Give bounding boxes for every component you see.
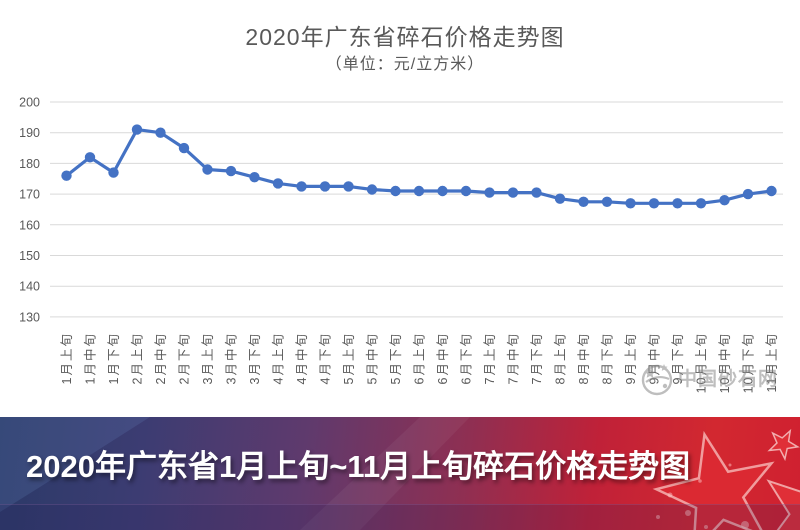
- banner-sparkle: [656, 515, 660, 519]
- x-axis-tick-label: 7月上旬: [483, 332, 497, 384]
- x-axis-tick-label: 8月上旬: [554, 332, 568, 384]
- banner-light-streak: [300, 417, 470, 530]
- x-axis-tick-label: 10月中旬: [717, 332, 732, 393]
- banner-headline: 2020年广东省1月上旬~11月上旬碎石价格走势图: [26, 449, 691, 484]
- chart-unit-subtitle: （单位：元/立方米）: [325, 56, 485, 73]
- x-axis-tick-label: 5月下旬: [389, 332, 403, 384]
- data-point-marker: [178, 142, 190, 154]
- x-axis-tick-label: 6月中旬: [435, 332, 450, 384]
- x-axis-tick-label: 4月上旬: [272, 332, 286, 384]
- banner-star-decoration: [0, 417, 800, 530]
- data-point-marker: [766, 185, 777, 197]
- data-point-marker: [84, 152, 96, 163]
- x-axis-tick-label: 6月上旬: [413, 332, 427, 384]
- x-axis-tick-label: 7月中旬: [506, 332, 521, 384]
- data-point-marker: [108, 167, 119, 178]
- data-point-marker: [225, 165, 237, 177]
- data-point-marker: [437, 185, 448, 197]
- banner-star-large: [652, 430, 775, 530]
- data-point-marker: [460, 185, 472, 197]
- x-axis-tick-label: 1月中旬: [83, 332, 98, 384]
- data-point-marker: [61, 170, 72, 181]
- data-point-marker: [155, 127, 166, 138]
- data-point-marker: [742, 188, 754, 200]
- y-axis-tick-label: 180: [19, 157, 40, 171]
- y-axis-tick-label: 200: [19, 96, 40, 110]
- banner-sparkle: [704, 525, 708, 529]
- data-point-marker: [413, 185, 425, 197]
- banner-sparkle: [728, 463, 732, 467]
- data-point-marker: [695, 198, 707, 209]
- x-axis-tick-label: 2月下旬: [178, 332, 192, 384]
- data-point-marker: [531, 187, 542, 198]
- line-chart-canvas: 200 190 180 170 160 150 140 130 1月上旬 1月中旬 1月下旬 2月上旬…: [19, 96, 783, 393]
- data-point-marker: [484, 187, 495, 198]
- banner-sparkle: [698, 479, 702, 483]
- banner-sparkle: [667, 492, 673, 498]
- data-point-marker: [601, 196, 613, 207]
- data-point-marker: [648, 198, 660, 209]
- data-point-marker: [296, 181, 307, 192]
- x-axis-tick-label: 2月上旬: [131, 332, 145, 384]
- y-axis-tick-label: 190: [19, 126, 40, 140]
- banner-sparkle: [741, 521, 749, 529]
- data-point-marker: [202, 164, 213, 175]
- x-axis-tick-label: 9月下旬: [671, 332, 685, 384]
- x-axis-tick-label: 1月下旬: [107, 332, 121, 384]
- data-point-marker: [390, 185, 401, 197]
- data-point-marker: [554, 193, 566, 204]
- data-point-marker: [366, 184, 378, 195]
- data-point-marker: [507, 187, 519, 198]
- x-axis-tick-label: 3月上旬: [201, 332, 215, 384]
- x-axis-tick-label: 6月下旬: [460, 332, 474, 384]
- data-point-marker: [719, 195, 730, 206]
- x-axis-tick-label: 9月上旬: [624, 332, 638, 384]
- bottom-banner: 2020年广东省1月上旬~11月上旬碎石价格走势图: [0, 417, 800, 530]
- x-axis-tick-label: 1月上旬: [60, 332, 74, 384]
- y-axis-tick-label: 170: [19, 188, 40, 202]
- x-axis-tick-label: 11月上旬: [765, 332, 779, 392]
- x-axis-tick-label: 8月下旬: [601, 332, 615, 384]
- x-axis-tick-label: 4月中旬: [294, 332, 309, 384]
- x-axis-tick-label: 5月中旬: [365, 332, 380, 384]
- x-axis-tick-label: 4月下旬: [319, 332, 333, 384]
- x-axis-tick-label: 2月中旬: [153, 332, 168, 384]
- x-axis-tick-label: 7月下旬: [530, 332, 544, 384]
- chart-title: 2020年广东省碎石价格走势图: [245, 24, 565, 50]
- x-axis-tick-label: 3月下旬: [248, 332, 262, 384]
- banner-sparkle: [685, 510, 691, 516]
- y-axis-tick-label: 130: [19, 310, 40, 324]
- x-axis-tick-label: 10月上旬: [695, 332, 709, 393]
- x-axis-tick-label: 8月中旬: [576, 332, 591, 384]
- x-axis-tick-label: 10月下旬: [742, 332, 756, 393]
- banner-bottom-strip: [0, 504, 800, 530]
- price-trend-chart: 2020年广东省碎石价格走势图 （单位：元/立方米） 200 190 180 170 1…: [19, 24, 783, 396]
- x-axis-tick-label: 9月中旬: [647, 332, 662, 384]
- data-point-marker: [343, 181, 354, 192]
- data-point-marker: [272, 178, 284, 189]
- data-point-marker: [625, 198, 636, 209]
- y-axis-tick-label: 140: [19, 280, 40, 294]
- data-point-marker: [131, 124, 143, 135]
- data-point-marker: [249, 172, 260, 183]
- y-axis-tick-label: 150: [19, 249, 40, 263]
- banner-star-small: [767, 428, 800, 462]
- banner-star-clipped: [766, 479, 800, 530]
- y-axis-tick-label: 160: [19, 218, 40, 232]
- data-point-marker: [578, 196, 589, 207]
- data-point-marker: [672, 198, 683, 209]
- banner-light-streak: [0, 417, 150, 512]
- x-axis-tick-label: 3月中旬: [224, 332, 239, 384]
- x-axis-tick-label: 5月上旬: [342, 332, 356, 384]
- data-point-marker: [319, 181, 331, 192]
